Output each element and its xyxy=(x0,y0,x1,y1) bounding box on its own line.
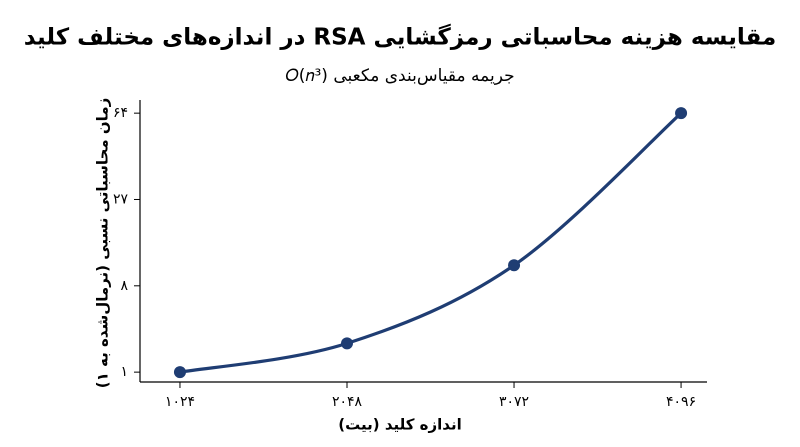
x-tick-label: ۳۰۷۲ xyxy=(499,394,529,410)
x-tick-label: ۴۰۹۶ xyxy=(666,394,696,410)
data-point xyxy=(675,107,688,120)
data-point xyxy=(173,366,186,379)
x-tick-label: ۱۰۲۴ xyxy=(165,394,195,410)
y-tick-label: ۶۴ xyxy=(113,105,128,121)
y-axis-label: زمان محاسباتی نسبی (نرمال‌شده به ۱) xyxy=(94,98,112,388)
y-tick-label: ۱ xyxy=(120,364,128,380)
series-line xyxy=(179,111,683,374)
chart-title: مقایسه هزینه محاسباتی رمزگشایی RSA در ان… xyxy=(24,24,777,51)
x-tick-label: ۲۰۴۸ xyxy=(332,394,363,410)
y-tick-label: ۲۷ xyxy=(113,191,129,207)
data-point xyxy=(340,337,353,350)
x-axis-label: اندازه کلید (بیت) xyxy=(338,416,462,434)
data-point xyxy=(508,259,521,272)
y-tick-label: ۸ xyxy=(120,278,128,294)
chart-subtitle: جریمه مقیاس‌بندی مکعبی 𝑂(𝑛³) xyxy=(285,66,514,86)
